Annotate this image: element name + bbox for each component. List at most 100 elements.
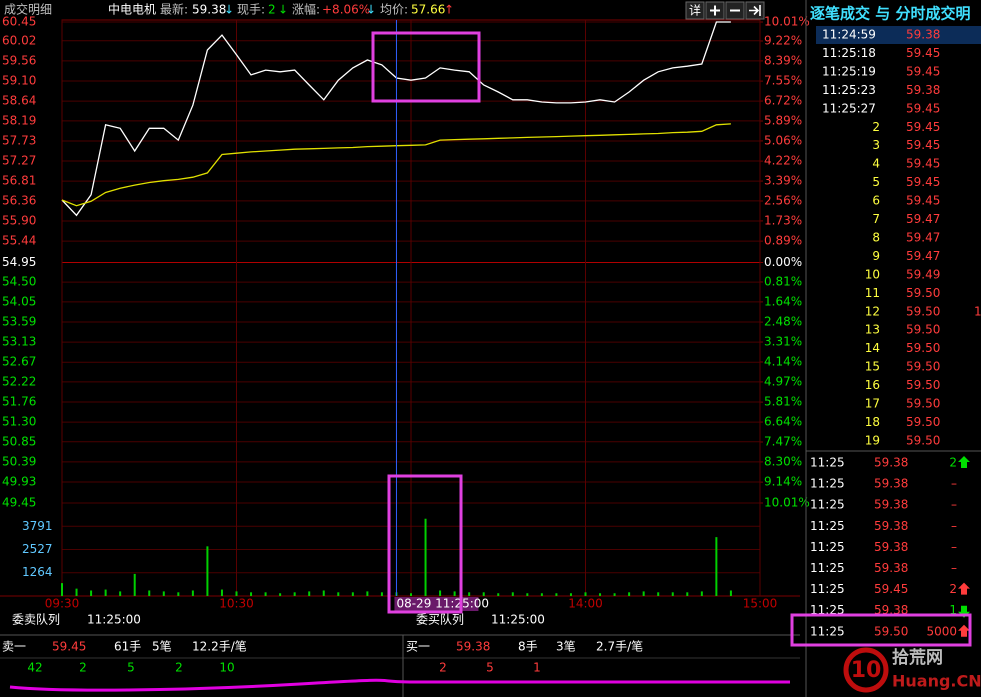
tick-time: 11:25:23 — [822, 83, 876, 97]
selected-row — [816, 26, 981, 44]
volume-bar — [468, 592, 471, 596]
y-tick-label: 55.44 — [2, 234, 36, 248]
y-tick-label: 56.81 — [2, 174, 36, 188]
watermark-site: 拾荒网 — [892, 647, 943, 668]
volume-bar — [599, 593, 602, 596]
queue-per-order: 2.7手/笔 — [596, 639, 643, 654]
panel-title: 成交明细 — [4, 2, 52, 17]
y-tick-label: 58.19 — [2, 113, 36, 127]
tick-time: 11:25:18 — [822, 46, 876, 60]
minute-time: 11:25 — [810, 582, 845, 596]
y2-tick-label: 9.22% — [764, 33, 802, 47]
tick-price: 59.50 — [906, 360, 940, 374]
y2-tick-label: 4.14% — [764, 354, 802, 368]
change-label: 涨幅: — [292, 2, 320, 17]
queue-time: 11:25:00 — [491, 613, 545, 627]
y2-tick-label: 5.81% — [764, 395, 802, 409]
volume-bar — [279, 593, 282, 596]
volume-bar — [206, 546, 209, 596]
minute-price: 59.38 — [874, 540, 908, 554]
volume-bar — [264, 592, 267, 596]
tick-price: 59.50 — [906, 433, 940, 447]
minute-price: 59.50 — [874, 624, 908, 638]
queue-order: 5 — [127, 661, 135, 675]
y2-tick-label: 0.89% — [764, 234, 802, 248]
volume-bar — [555, 593, 558, 596]
up-arrow — [958, 624, 970, 637]
volume-bar — [162, 591, 165, 596]
queue-order: 2 — [79, 661, 87, 675]
volume-bar — [410, 593, 412, 596]
y2-tick-label: 8.30% — [764, 454, 802, 468]
y-tick-label: 49.45 — [2, 496, 36, 510]
minute-time: 11:25 — [810, 519, 845, 533]
y2-tick-label: 3.31% — [764, 335, 802, 349]
y-tick-label: 60.45 — [2, 15, 36, 29]
volume-bar — [220, 589, 223, 596]
down-arrow: ↓ — [366, 3, 376, 17]
volume-bar — [177, 592, 180, 596]
y-tick-label: 51.30 — [2, 415, 36, 429]
volume-bar — [235, 591, 238, 596]
queue-order: 2 — [175, 661, 183, 675]
volume-bar — [497, 593, 500, 596]
detail-button[interactable] — [685, 1, 705, 20]
tick-number: 16 — [865, 378, 880, 392]
avg-value: 57.66 — [411, 3, 445, 17]
y2-tick-label: 0.81% — [764, 274, 802, 288]
volume-bar — [250, 592, 253, 596]
header: 成交明细 中电电机 最新: 59.38 ↓ 现手: 2 ↓ 涨幅: +8.06%… — [4, 1, 765, 20]
y2-tick-label: 2.48% — [764, 315, 802, 329]
y-tick-label: 57.27 — [2, 154, 36, 168]
volume-bar — [671, 592, 674, 596]
queue-progress — [9, 678, 790, 692]
minute-time: 11:25 — [810, 498, 845, 512]
watermark-logo: 10 — [851, 658, 882, 683]
volume-bar — [366, 591, 369, 596]
volume-bar — [686, 592, 689, 596]
minute-volume: 2 — [949, 582, 957, 596]
volume-bar — [569, 593, 572, 596]
volume-bar — [439, 590, 442, 596]
y-tick-label: 60.02 — [2, 33, 36, 47]
queue-orders: 5笔 — [152, 639, 172, 654]
hand-label: 现手: — [237, 3, 265, 17]
queue-hands: 61手 — [114, 640, 141, 654]
volume-bar — [511, 592, 514, 596]
queue-hands: 8手 — [518, 640, 538, 654]
minute-volume: 1 — [949, 603, 957, 617]
minute-price: 59.38 — [874, 498, 908, 512]
y2-tick-label: 2.56% — [764, 193, 802, 207]
queue-orders: 3笔 — [556, 639, 576, 654]
volume-tick-label: 1264 — [22, 565, 53, 579]
minute-volume: – — [951, 540, 957, 554]
x-tick-label: 10:30 — [219, 597, 254, 611]
volume-bar — [90, 590, 93, 596]
tick-number: 13 — [865, 323, 880, 337]
tick-price: 59.45 — [906, 101, 940, 115]
y2-tick-label: 1.64% — [764, 294, 802, 308]
minute-time: 11:25 — [810, 624, 845, 638]
volume-bar — [453, 591, 456, 596]
tick-price: 59.50 — [906, 304, 940, 318]
volume-bar — [308, 591, 311, 596]
tick-number: 18 — [865, 415, 880, 429]
volume-bar — [526, 593, 529, 596]
y-tick-label: 54.95 — [2, 255, 36, 269]
watermark-logo-ring — [843, 647, 889, 693]
tick-price: 59.50 — [906, 378, 940, 392]
minute-price: 59.45 — [874, 582, 908, 596]
queue-time: 11:25:00 — [87, 613, 141, 627]
tick-number: 15 — [865, 360, 880, 374]
queue-level: 卖一 — [2, 640, 26, 654]
queue-order: 2 — [439, 661, 447, 675]
highlight-box — [371, 31, 481, 103]
down-arrow: ↓ — [224, 3, 234, 17]
ticks-panel-title: 逐笔成交 与 分时成交明 — [810, 5, 970, 23]
tick-price: 59.45 — [906, 175, 940, 189]
minute-volume: 5000 — [926, 624, 957, 638]
tick-extra: 1 — [974, 304, 981, 318]
detail-button-label[interactable]: 详 — [689, 3, 701, 18]
x-tick-label: 14:00 — [568, 597, 603, 611]
tick-number: 5 — [872, 175, 880, 189]
